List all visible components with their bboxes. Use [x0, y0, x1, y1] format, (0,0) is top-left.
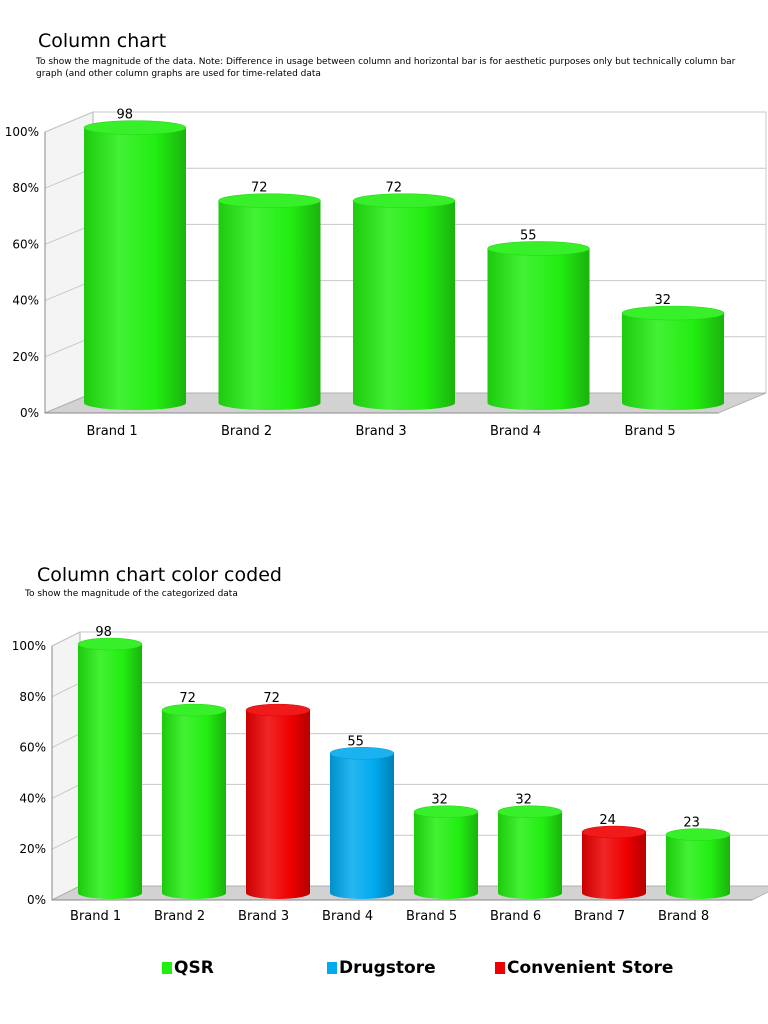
bar-body	[353, 200, 455, 410]
bar-top	[245, 703, 311, 717]
chart2-plot: 0% 20% 40% 60% 80% 100% 98 Brand 1 72 Brand 2 72 Br…	[12, 625, 768, 924]
legend-item-drugstore: Drugstore	[327, 958, 436, 978]
bar-body	[84, 127, 186, 411]
y-tick-label: 100%	[5, 125, 39, 139]
bar-body	[330, 753, 394, 899]
legend-label-convenient-store: Convenient Store	[507, 958, 674, 978]
gridline-side	[51, 834, 81, 850]
bar-body	[498, 811, 562, 899]
data-label: 72	[251, 181, 268, 196]
bar-top	[497, 805, 563, 818]
y-tick-label: 100%	[12, 639, 46, 653]
x-tick-label: Brand 3	[238, 909, 289, 924]
y-tick-label: 0%	[27, 893, 46, 907]
bar-top	[621, 305, 725, 321]
bar-body	[582, 832, 646, 899]
x-tick-label: Brand 7	[574, 909, 625, 924]
bar-body	[414, 811, 478, 899]
x-tick-label: Brand 2	[221, 424, 272, 439]
bar-body	[162, 710, 226, 899]
data-label: 55	[520, 228, 537, 243]
bar-top	[352, 193, 456, 208]
y-tick-label: 40%	[19, 791, 46, 805]
bar-top	[83, 120, 187, 135]
data-label: 55	[347, 734, 364, 749]
gridline-side	[51, 682, 81, 698]
chart2-title: Column chart color coded	[37, 564, 282, 586]
gridline-side	[51, 783, 81, 799]
y-tick-label: 80%	[19, 690, 46, 704]
bar-body	[78, 644, 142, 899]
data-label: 72	[179, 691, 196, 706]
x-tick-label: Brand 8	[658, 909, 709, 924]
data-label: 32	[655, 293, 672, 308]
x-tick-label: Brand 6	[490, 909, 541, 924]
data-label: 72	[386, 181, 403, 196]
chart1-plot: 0% 20% 40% 60% 80% 100% 98 Brand 1 72 Brand 2 72 Br…	[5, 108, 767, 439]
data-label: 32	[515, 793, 532, 808]
y-tick-label: 20%	[19, 842, 46, 856]
bar-top	[329, 747, 395, 760]
x-tick-label: Brand 3	[355, 424, 406, 439]
legend-item-qsr: QSR	[162, 958, 214, 978]
data-label: 98	[117, 108, 134, 123]
legend-swatch-drugstore	[327, 962, 337, 974]
legend-label-drugstore: Drugstore	[339, 958, 436, 978]
bar-body	[666, 834, 730, 899]
bar-top	[487, 241, 590, 256]
gridline-side	[51, 631, 81, 647]
data-label: 24	[599, 813, 616, 828]
x-tick-label: Brand 5	[624, 424, 675, 439]
x-tick-label: Brand 2	[154, 909, 205, 924]
bar-top	[218, 193, 321, 208]
y-tick-label: 60%	[12, 237, 39, 251]
bar-top	[413, 805, 479, 818]
chart2-subtitle: To show the magnitude of the categorized…	[25, 589, 238, 599]
y-tick-label: 40%	[12, 294, 39, 308]
y-tick-label: 0%	[20, 406, 39, 420]
bar-top	[581, 825, 647, 839]
bar-body	[487, 248, 590, 411]
data-label: 23	[683, 816, 700, 831]
x-tick-label: Brand 4	[322, 909, 373, 924]
bar-top	[665, 828, 731, 841]
chart1-title: Column chart	[38, 30, 167, 52]
x-tick-label: Brand 1	[86, 424, 137, 439]
bar-body	[622, 313, 724, 410]
x-tick-label: Brand 5	[406, 909, 457, 924]
chart2-legend: QSR Drugstore Convenient Store	[0, 958, 768, 988]
legend-swatch-convenient-store	[495, 962, 505, 974]
y-tick-label: 60%	[19, 741, 46, 755]
y-tick-label: 20%	[12, 350, 39, 364]
data-label: 32	[431, 793, 448, 808]
legend-swatch-qsr	[162, 962, 172, 974]
chart1-subtitle: To show the magnitude of the data. Note:…	[36, 57, 736, 79]
data-label: 98	[95, 625, 112, 640]
x-tick-label: Brand 1	[70, 909, 121, 924]
gridline-side	[51, 733, 81, 749]
bar-body	[218, 200, 321, 411]
bar-top	[77, 637, 143, 651]
floor	[51, 885, 768, 901]
bar-top	[161, 703, 227, 717]
bar-body	[246, 710, 310, 899]
data-label: 72	[263, 691, 280, 706]
gridline-side	[44, 111, 94, 133]
y-tick-label: 80%	[12, 181, 39, 195]
x-tick-label: Brand 4	[490, 424, 541, 439]
left-wall	[51, 631, 81, 901]
legend-item-convenient-store: Convenient Store	[495, 958, 673, 978]
legend-label-qsr: QSR	[174, 958, 214, 978]
